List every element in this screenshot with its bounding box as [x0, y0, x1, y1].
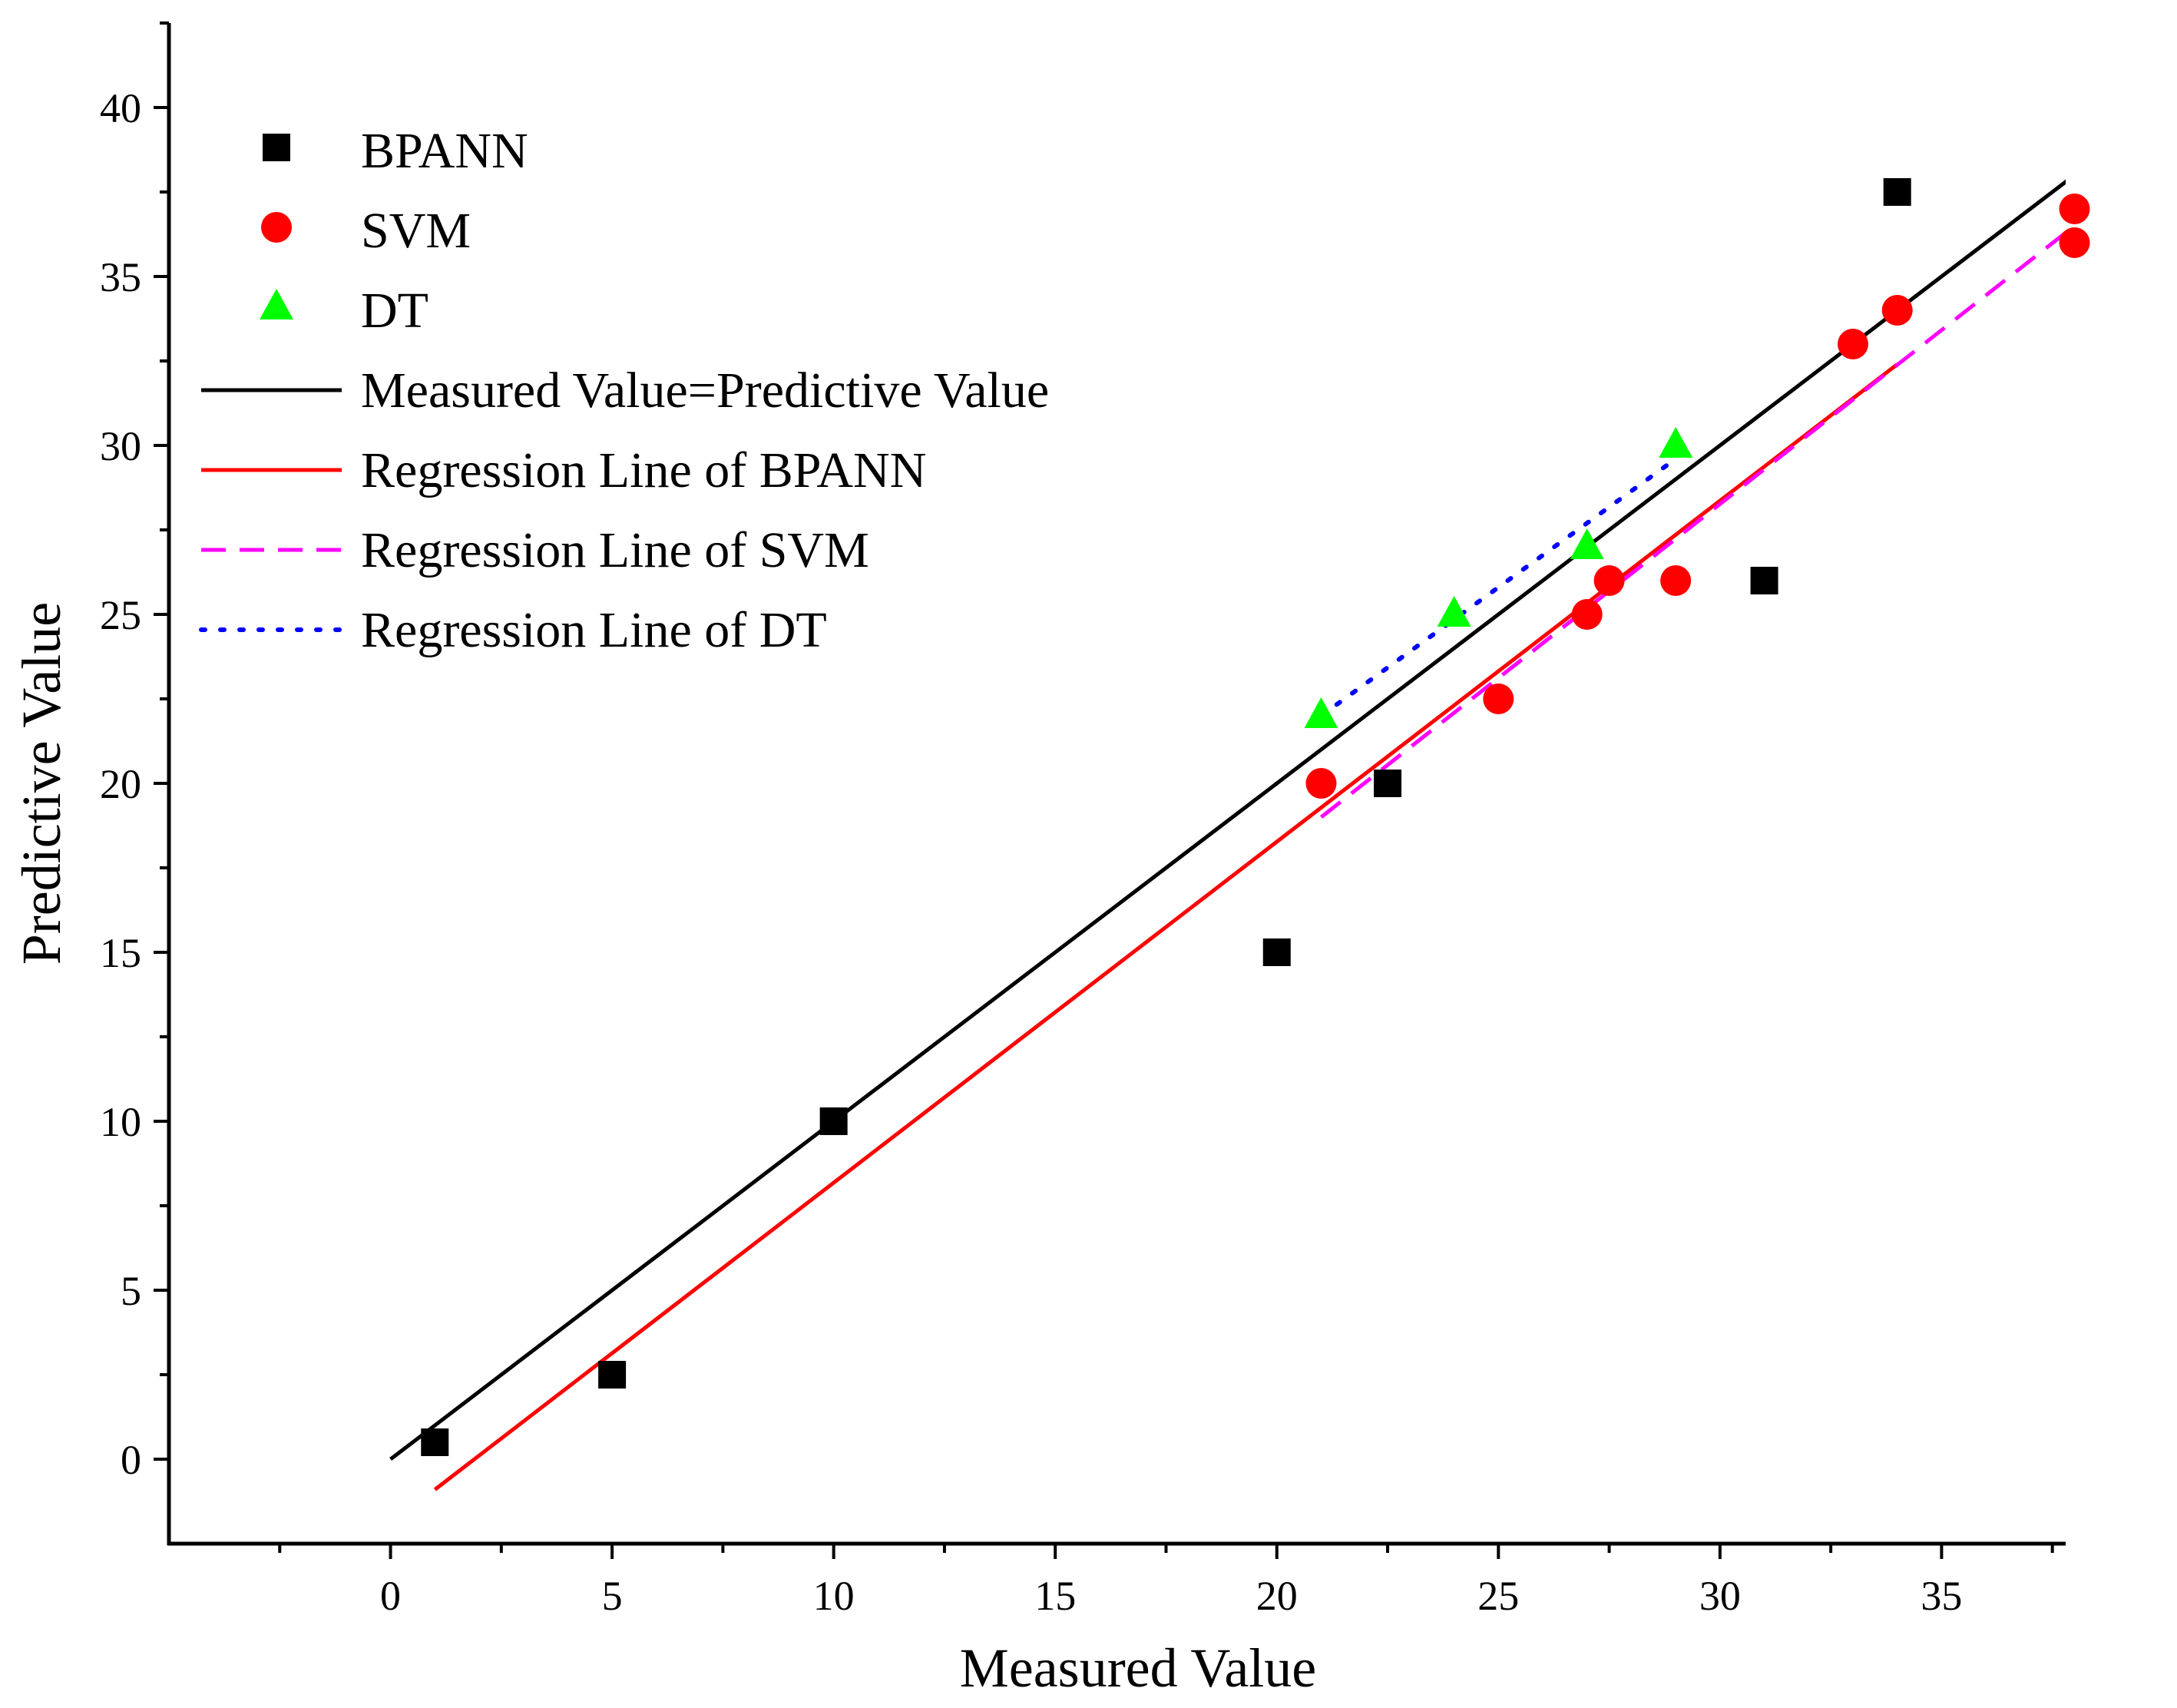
series-points: [421, 178, 2090, 1456]
y-tick-label: 15: [100, 930, 141, 976]
series-lines: [389, 179, 2066, 1491]
data-point: [1881, 295, 1913, 326]
data-point: [1883, 178, 1911, 206]
data-point: [2059, 227, 2090, 258]
x-axis-title: Measured Value: [960, 1637, 1317, 1699]
legend: BPANN SVM DT Measured Value=Predictive Valu…: [199, 123, 1049, 658]
data-point: [1305, 768, 1337, 799]
y-tick-label: 0: [121, 1437, 141, 1483]
y-tick-label: 10: [100, 1099, 141, 1145]
x-tick-label: 5: [602, 1573, 623, 1619]
series-line: [1318, 456, 1679, 718]
data-point: [421, 1428, 449, 1456]
legend-label: BPANN: [361, 123, 528, 179]
legend-label: SVM: [361, 203, 471, 259]
legend-label: Regression Line of BPANN: [361, 442, 926, 498]
data-point: [2059, 194, 2090, 224]
y-axis-title: Predictive Value: [11, 602, 72, 965]
x-tick-label: 35: [1921, 1573, 1962, 1619]
data-point: [1437, 596, 1471, 627]
legend-symbol: [261, 212, 292, 243]
data-point: [819, 1107, 848, 1135]
x-tick-label: 30: [1699, 1573, 1741, 1619]
data-point: [1374, 770, 1402, 797]
data-point: [598, 1361, 627, 1389]
data-point: [1571, 599, 1603, 630]
y-tick-label: 25: [100, 592, 141, 638]
y-tick-label: 35: [100, 254, 141, 300]
data-point: [1593, 565, 1625, 596]
axes: 0 5 10 15 20 25 30 35 0 5 10 15 20 25 30 35 40: [100, 22, 2066, 1619]
legend-symbol: [263, 134, 290, 161]
data-point: [1304, 697, 1338, 728]
x-tick-label: 25: [1477, 1573, 1519, 1619]
data-point: [1837, 329, 1868, 359]
series-line: [389, 179, 2066, 1461]
legend-symbol: [260, 289, 293, 319]
x-tick-label: 10: [813, 1573, 855, 1619]
y-tick-label: 30: [100, 423, 141, 469]
y-tick-label: 20: [100, 761, 141, 807]
x-tick-label: 15: [1034, 1573, 1076, 1619]
data-point: [1483, 684, 1514, 714]
series-line: [1319, 230, 2066, 819]
data-point: [1262, 938, 1291, 966]
legend-label: Measured Value=Predictive Value: [361, 362, 1049, 419]
legend-label: Regression Line of SVM: [361, 522, 869, 578]
x-tick-label: 20: [1256, 1573, 1298, 1619]
data-point: [1660, 565, 1692, 596]
series-line: [433, 362, 1899, 1491]
legend-label: Regression Line of DT: [361, 602, 827, 658]
data-point: [1659, 427, 1693, 458]
x-tick-label: 0: [380, 1573, 401, 1619]
data-point: [1750, 567, 1778, 594]
legend-label: DT: [361, 283, 428, 339]
y-tick-label: 40: [100, 85, 141, 131]
y-tick-label: 5: [121, 1268, 141, 1314]
data-point: [1570, 528, 1604, 559]
